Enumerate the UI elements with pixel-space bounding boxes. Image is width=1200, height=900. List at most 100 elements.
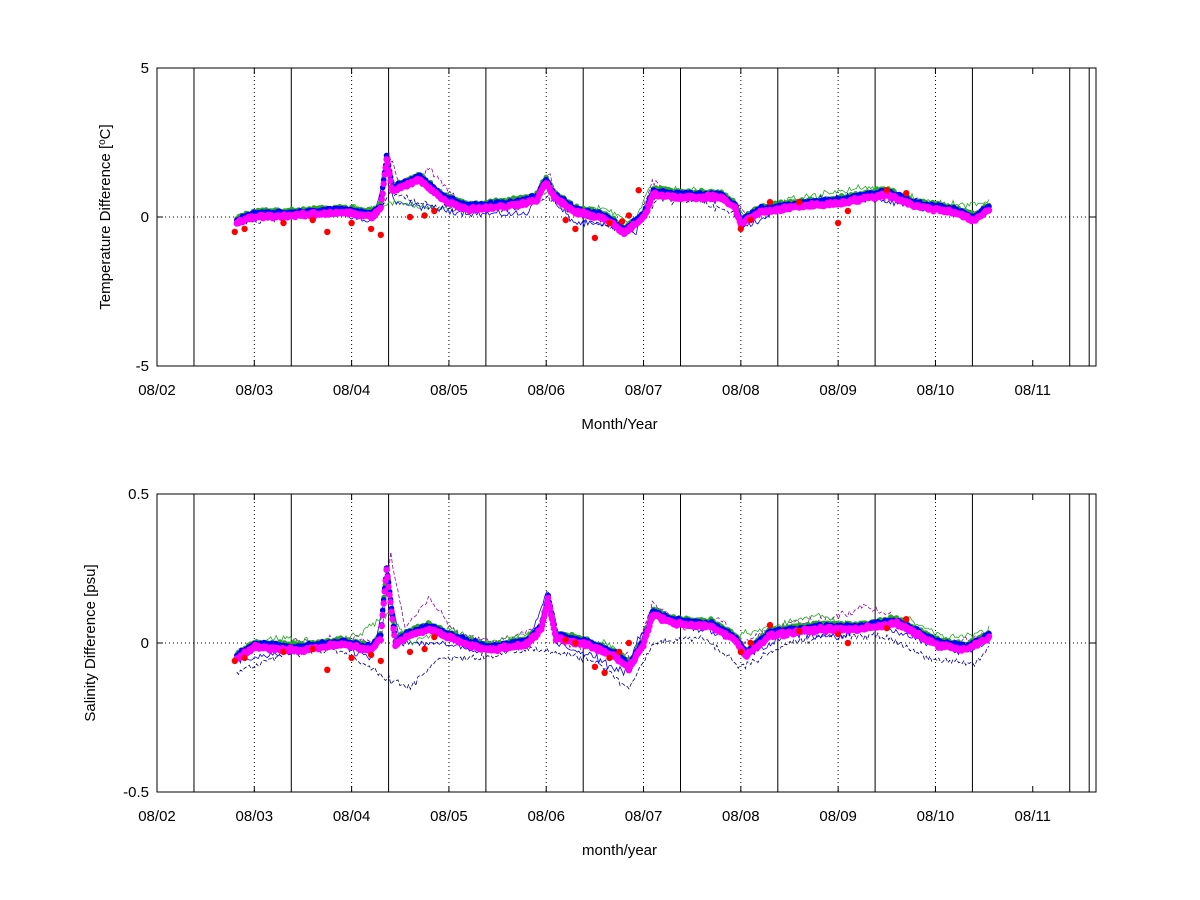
temperature-x-tick-label: 08/02	[138, 382, 176, 399]
salinity-x-tick-label: 08/08	[722, 808, 760, 825]
salinity-x-axis-label: month/year	[582, 842, 657, 859]
salinity-x-tick-label: 08/11	[1015, 808, 1051, 825]
temperature-marker-magenta	[384, 159, 391, 167]
temperature-marker-magenta	[377, 204, 384, 212]
salinity-marker-red	[280, 648, 287, 656]
salinity-marker-red	[883, 624, 890, 632]
salinity-markers	[231, 565, 993, 676]
salinity-marker-magenta	[546, 605, 554, 612]
salinity-x-tick-label: 08/10	[917, 808, 955, 825]
salinity-marker-red	[625, 639, 633, 647]
salinity-x-tick-label: 08/03	[236, 808, 274, 825]
salinity-x-tick-label: 08/04	[333, 808, 371, 825]
temperature-marker-magenta	[381, 171, 388, 178]
temperature-y-axis-label: Temperature Difference [oC]	[97, 124, 115, 309]
temperature-marker-magenta	[380, 180, 387, 188]
salinity-marker-magenta	[545, 594, 552, 602]
salinity-marker-magenta	[377, 636, 384, 644]
temperature-marker-red	[606, 219, 613, 227]
temperature-marker-magenta	[386, 171, 393, 178]
temperature-marker-red	[796, 198, 803, 206]
salinity-marker-red	[562, 636, 569, 644]
salinity-marker-red	[766, 621, 774, 629]
salinity-marker-red	[367, 651, 375, 659]
salinity-marker-red	[796, 627, 803, 635]
temperature-marker-magenta	[379, 190, 386, 197]
salinity-marker-red	[834, 630, 842, 638]
salinity-marker-magenta	[386, 591, 393, 599]
temperature-marker-red	[635, 187, 642, 194]
salinity-y-axis-label: Salinity Difference [psu]	[82, 564, 99, 721]
temperature-marker-red	[883, 187, 890, 194]
temperature-x-tick-label: 08/05	[430, 382, 468, 399]
temperature-marker-red	[562, 216, 569, 224]
salinity-marker-magenta	[384, 573, 391, 581]
salinity-x-tick-label: 08/05	[430, 808, 468, 825]
temperature-x-tick-label: 08/11	[1015, 382, 1051, 399]
temperature-y-tick-label: 0	[141, 209, 149, 226]
salinity-marker-red	[572, 639, 579, 647]
salinity-panel: -0.500.5 08/02 08/03 08/04 08/05 08/06 08/07 0…	[82, 486, 1097, 859]
temperature-marker-red	[625, 212, 633, 219]
temperature-marker-red	[231, 228, 238, 236]
temperature-marker-magenta	[387, 177, 394, 184]
salinity-marker-magenta	[985, 633, 993, 640]
temperature-marker-red	[747, 216, 754, 224]
salinity-marker-red	[737, 648, 744, 656]
salinity-marker-red	[324, 666, 331, 673]
temperature-marker-red	[766, 198, 774, 206]
salinity-x-tick-label: 08/09	[819, 808, 857, 825]
salinity-marker-red	[377, 657, 384, 665]
salinity-x-tick-label: 08/07	[625, 808, 663, 825]
salinity-y-tick-label: -0.5	[123, 784, 149, 801]
salinity-marker-magenta	[385, 583, 392, 591]
temperature-x-ticks: 08/02 08/03 08/04 08/05 08/06 08/07 08/08 08/09…	[138, 68, 1051, 399]
temperature-marker-red	[591, 234, 599, 242]
temperature-x-tick-label: 08/04	[333, 382, 371, 399]
salinity-marker-red	[241, 654, 248, 662]
salinity-marker-magenta	[389, 616, 396, 623]
temperature-marker-magenta	[378, 196, 385, 203]
salinity-marker-red	[406, 648, 414, 656]
temperature-y-label-part-1: Temperature Difference [	[97, 144, 114, 310]
temperature-y-tick-label: -5	[136, 358, 149, 375]
salinity-marker-magenta	[378, 622, 385, 630]
salinity-marker-red	[421, 645, 428, 653]
temperature-x-tick-label: 08/06	[527, 382, 565, 399]
temperature-marker-red	[367, 225, 375, 233]
temperature-x-tick-label: 08/09	[819, 382, 857, 399]
salinity-marker-red	[606, 654, 613, 662]
temperature-marker-red	[431, 207, 438, 215]
temperature-marker-red	[324, 228, 331, 236]
salinity-y-tick-label: 0	[141, 635, 149, 652]
salinity-marker-magenta	[388, 608, 395, 615]
temperature-marker-red	[834, 219, 842, 227]
salinity-x-tick-label: 08/02	[138, 808, 176, 825]
salinity-marker-red	[591, 663, 599, 670]
temperature-marker-red	[903, 190, 910, 197]
temperature-x-tick-label: 08/08	[722, 382, 760, 399]
salinity-marker-magenta	[380, 600, 387, 607]
salinity-marker-magenta	[383, 566, 390, 573]
salinity-marker-magenta	[387, 598, 394, 606]
salinity-y-tick-label: 0.5	[128, 486, 149, 503]
temperature-markers	[231, 152, 993, 242]
temperature-marker-red	[241, 225, 248, 233]
salinity-marker-red	[616, 648, 623, 656]
temperature-marker-red	[737, 225, 744, 233]
temperature-marker-red	[280, 219, 287, 227]
temperature-panel: -5 0 5 08/02 08/03 08/04 08/05 08/06 08/07 08/08…	[97, 60, 1097, 433]
salinity-series-line-1	[236, 584, 990, 677]
salinity-marker-magenta	[391, 632, 398, 639]
temperature-x-tick-label: 08/10	[917, 382, 955, 399]
salinity-marker-magenta	[379, 611, 386, 619]
temperature-y-label-part-2: C]	[97, 124, 114, 139]
salinity-x-ticks: 08/02 08/03 08/04 08/05 08/06 08/07 08/08 08/09…	[138, 494, 1051, 825]
salinity-x-tick-label: 08/06	[527, 808, 565, 825]
salinity-marker-red	[348, 654, 355, 662]
salinity-marker-red	[747, 639, 754, 647]
temperature-marker-red	[406, 213, 414, 221]
temperature-marker-red	[572, 225, 579, 233]
salinity-marker-red	[903, 616, 910, 623]
temperature-x-axis-label: Month/Year	[581, 416, 657, 433]
